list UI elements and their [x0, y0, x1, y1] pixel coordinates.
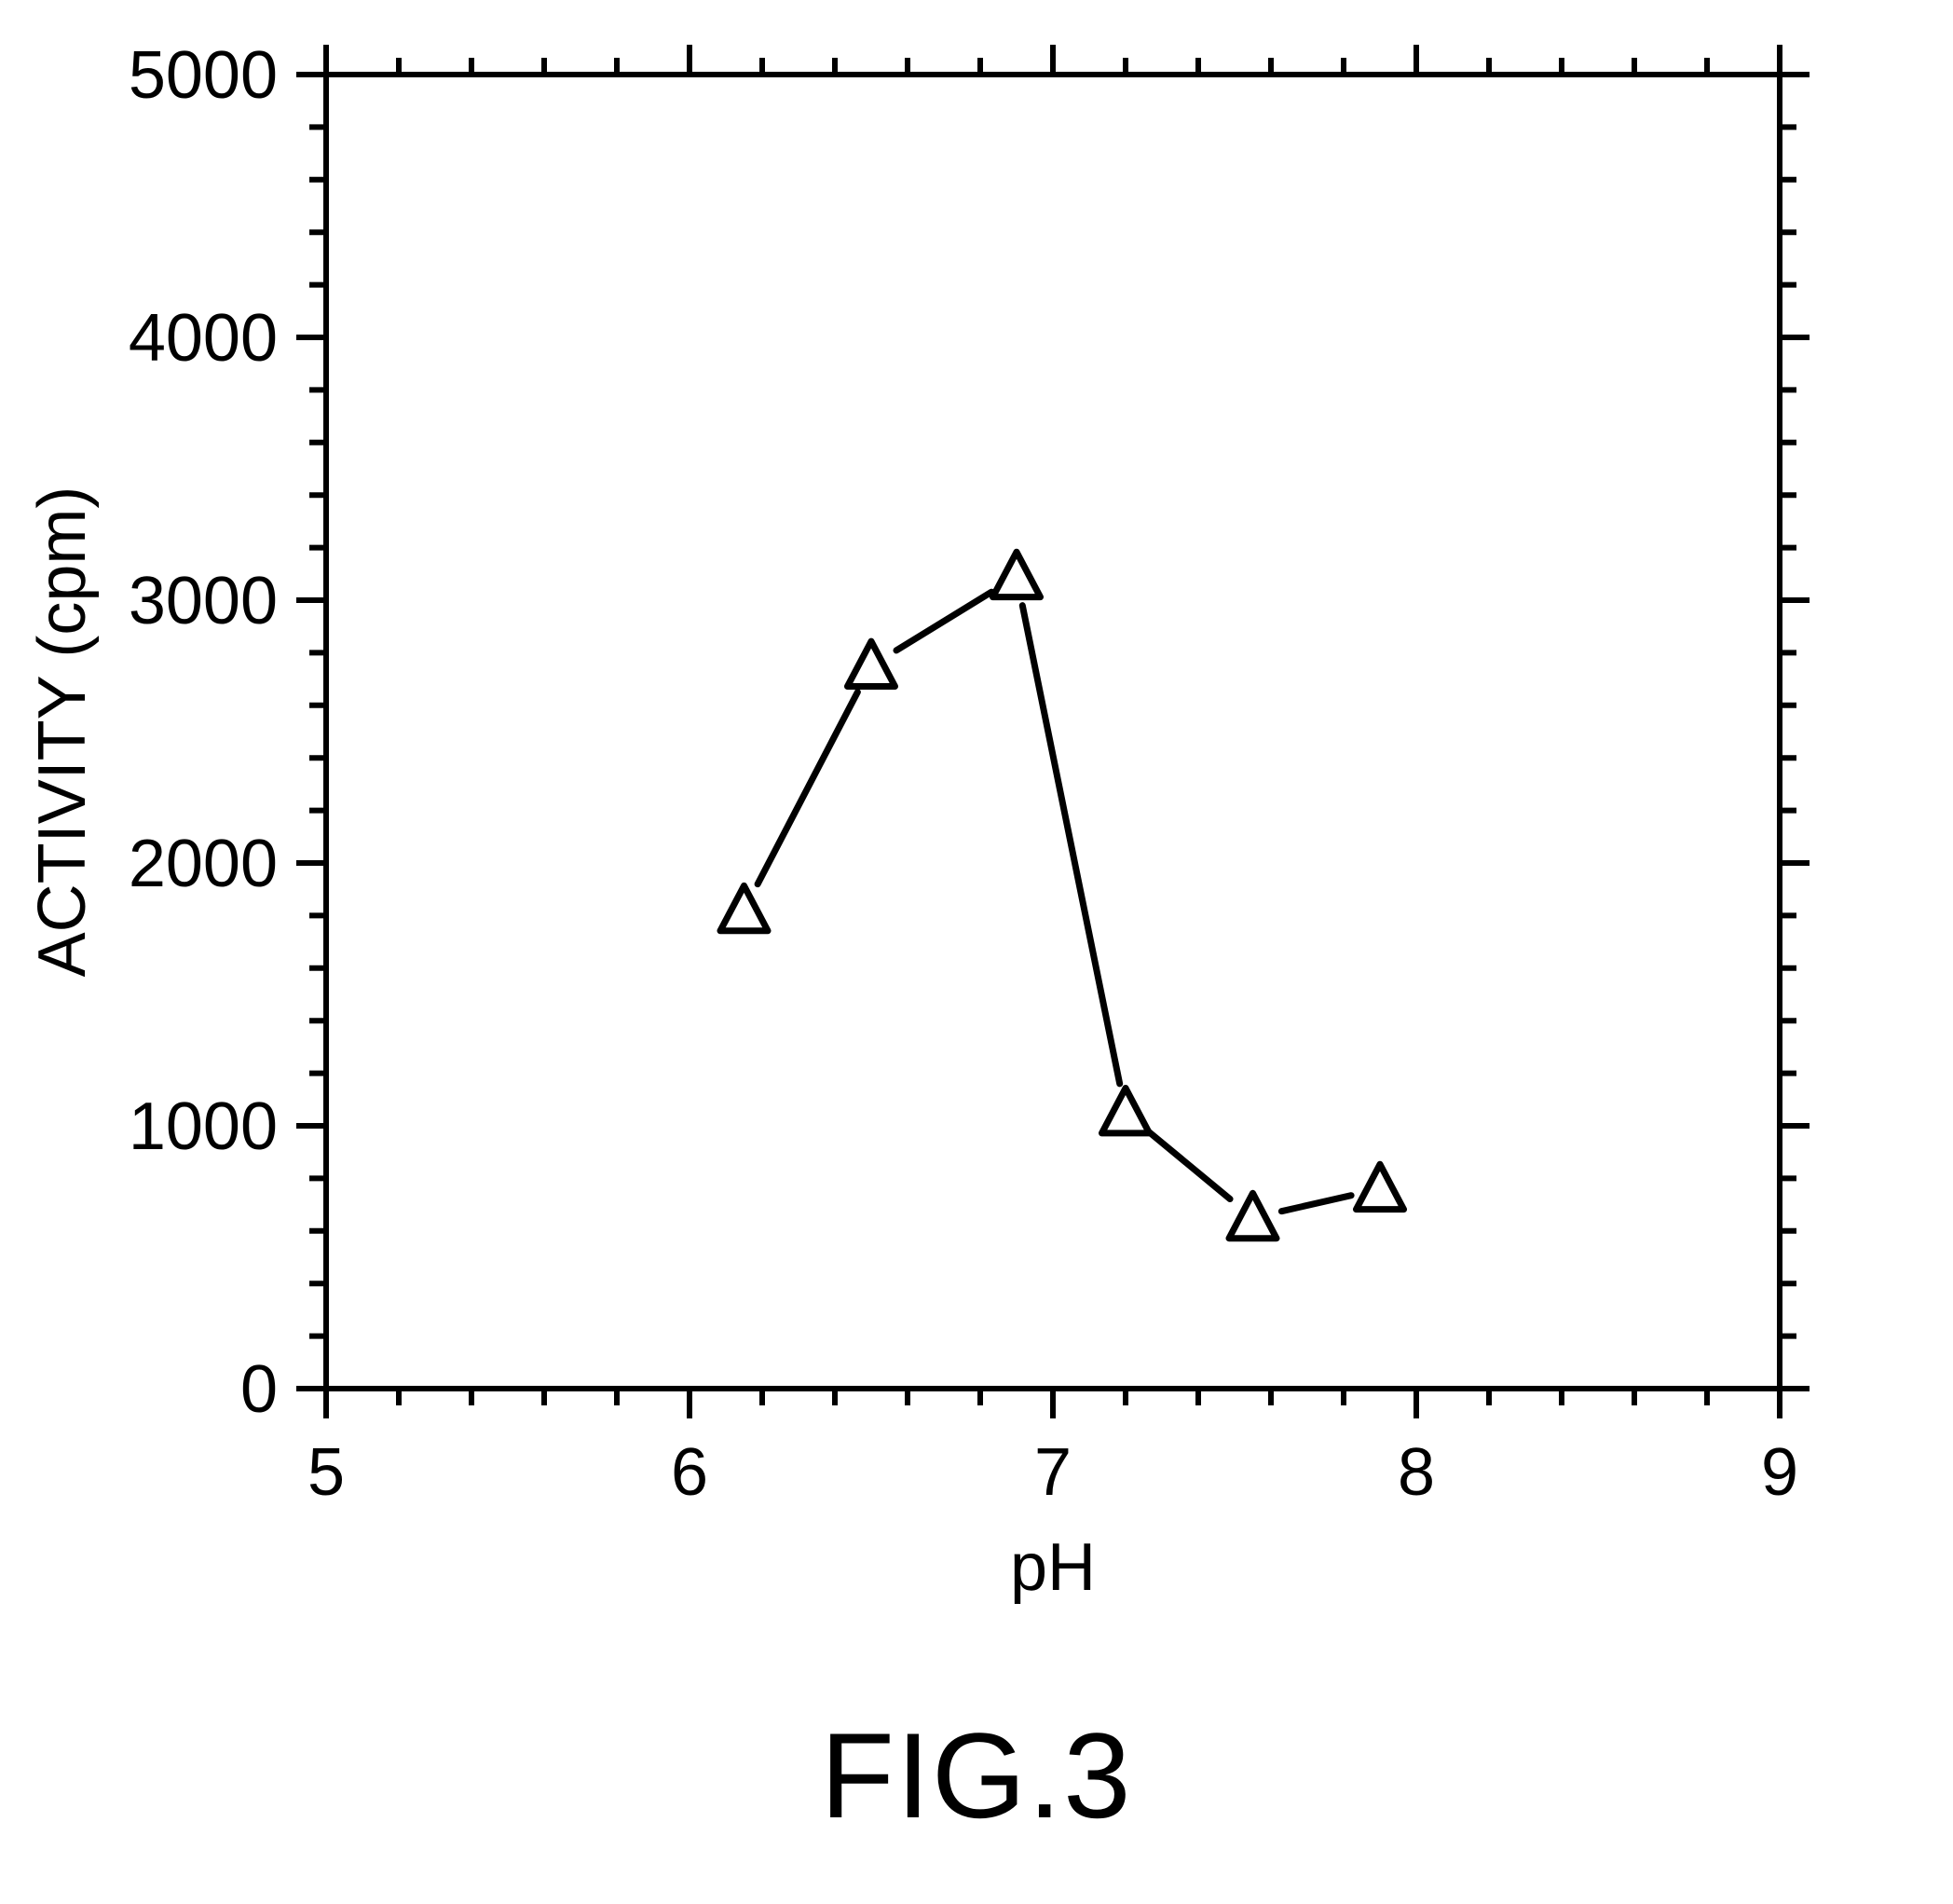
figure-container: 5 6 7 8 9 0 1000 2000 3000 4000 5000 pH ACTIVITY (cp…: [0, 0, 1953, 1904]
x-tick-label: 5: [307, 1435, 345, 1510]
x-tick-label: 8: [1398, 1435, 1435, 1510]
y-tick-label: 3000: [129, 564, 278, 638]
activity-vs-ph-chart: 5 6 7 8 9 0 1000 2000 3000 4000 5000 pH ACTIVITY (cp…: [0, 0, 1953, 1904]
y-tick-label: 0: [240, 1352, 278, 1427]
x-tick-label: 6: [671, 1435, 708, 1510]
y-tick-label: 1000: [129, 1089, 278, 1164]
y-tick-label: 4000: [129, 301, 278, 376]
x-axis-label: pH: [1010, 1530, 1096, 1605]
y-tick-label: 5000: [129, 38, 278, 113]
figure-caption: FIG.3: [0, 1705, 1953, 1845]
x-tick-label: 7: [1034, 1435, 1072, 1510]
x-tick-label: 9: [1761, 1435, 1798, 1510]
y-axis-label: ACTIVITY (cpm): [25, 486, 100, 978]
y-tick-label: 2000: [129, 827, 278, 901]
